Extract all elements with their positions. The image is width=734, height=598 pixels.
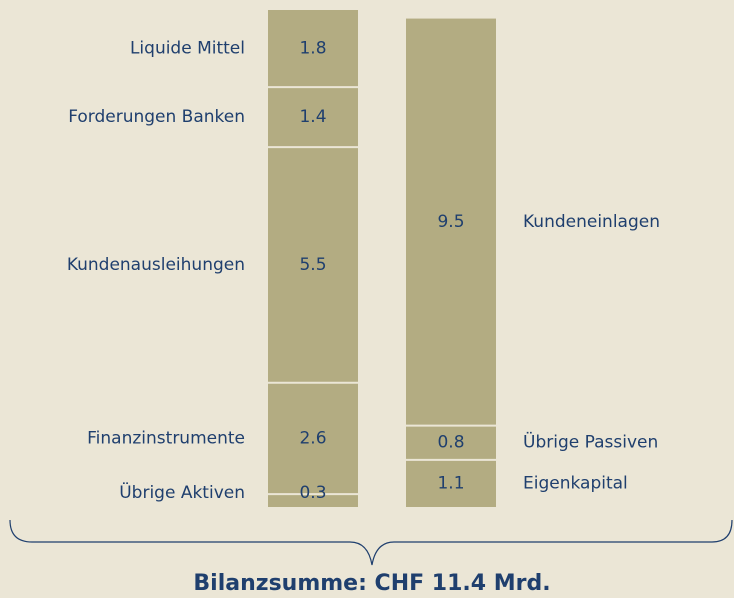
value-label: 1.4 [299, 107, 326, 127]
value-label: 9.5 [437, 212, 464, 232]
brace [9, 519, 733, 566]
category-label: Übrige Aktiven [119, 481, 245, 503]
segment [268, 147, 358, 383]
value-label: 1.8 [299, 39, 326, 59]
segment [406, 425, 496, 460]
value-label: 5.5 [299, 255, 326, 275]
segment [406, 459, 496, 507]
value-label: 2.6 [299, 428, 326, 448]
category-label: Kundenausleihungen [67, 255, 245, 275]
category-label: Eigenkapital [523, 473, 628, 493]
segment [406, 18, 496, 426]
value-label: 0.3 [299, 483, 326, 503]
category-label: Finanzinstrumente [87, 428, 245, 448]
segment [268, 87, 358, 148]
category-label: Übrige Passiven [523, 431, 658, 453]
total-label: Bilanzsumme: CHF 11.4 Mrd. [193, 571, 550, 596]
segment [268, 10, 358, 88]
category-label: Liquide Mittel [130, 39, 245, 59]
value-label: 0.8 [437, 433, 464, 453]
category-label: Kundeneinlagen [523, 212, 660, 232]
segment [268, 494, 358, 507]
category-label: Forderungen Banken [68, 107, 245, 127]
segment [268, 382, 358, 495]
value-label: 1.1 [437, 473, 464, 493]
